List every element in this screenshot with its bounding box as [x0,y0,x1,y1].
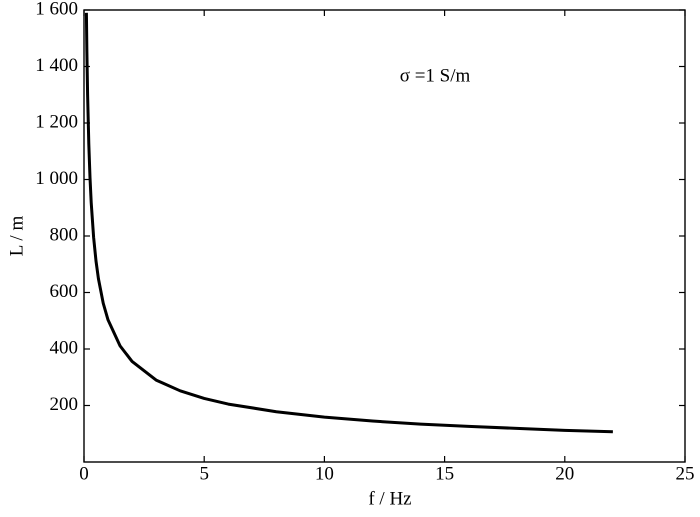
y-axis-label: L / m [6,216,27,257]
y-tick-label: 1 600 [35,0,78,19]
y-tick-label: 1 000 [35,168,78,189]
plot-frame [83,9,686,463]
y-tick-label: 800 [50,224,79,245]
x-axis-label: f / Hz [368,488,411,509]
line [84,12,613,434]
x-tick-label: 0 [79,463,89,484]
x-tick-label: 15 [435,463,454,484]
x-tick-label: 10 [315,463,334,484]
x-tick-label: 20 [555,463,574,484]
x-tick-label: 25 [676,463,695,484]
y-tick-label: 400 [50,337,79,358]
x-tick-label: 5 [199,463,209,484]
annotation: σ =1 S/m [400,65,471,86]
y-tick-label: 1 200 [35,111,78,132]
y-tick-label: 1 400 [35,55,78,76]
y-tick-label: 600 [50,281,79,302]
y-tick-label: 200 [50,394,79,415]
